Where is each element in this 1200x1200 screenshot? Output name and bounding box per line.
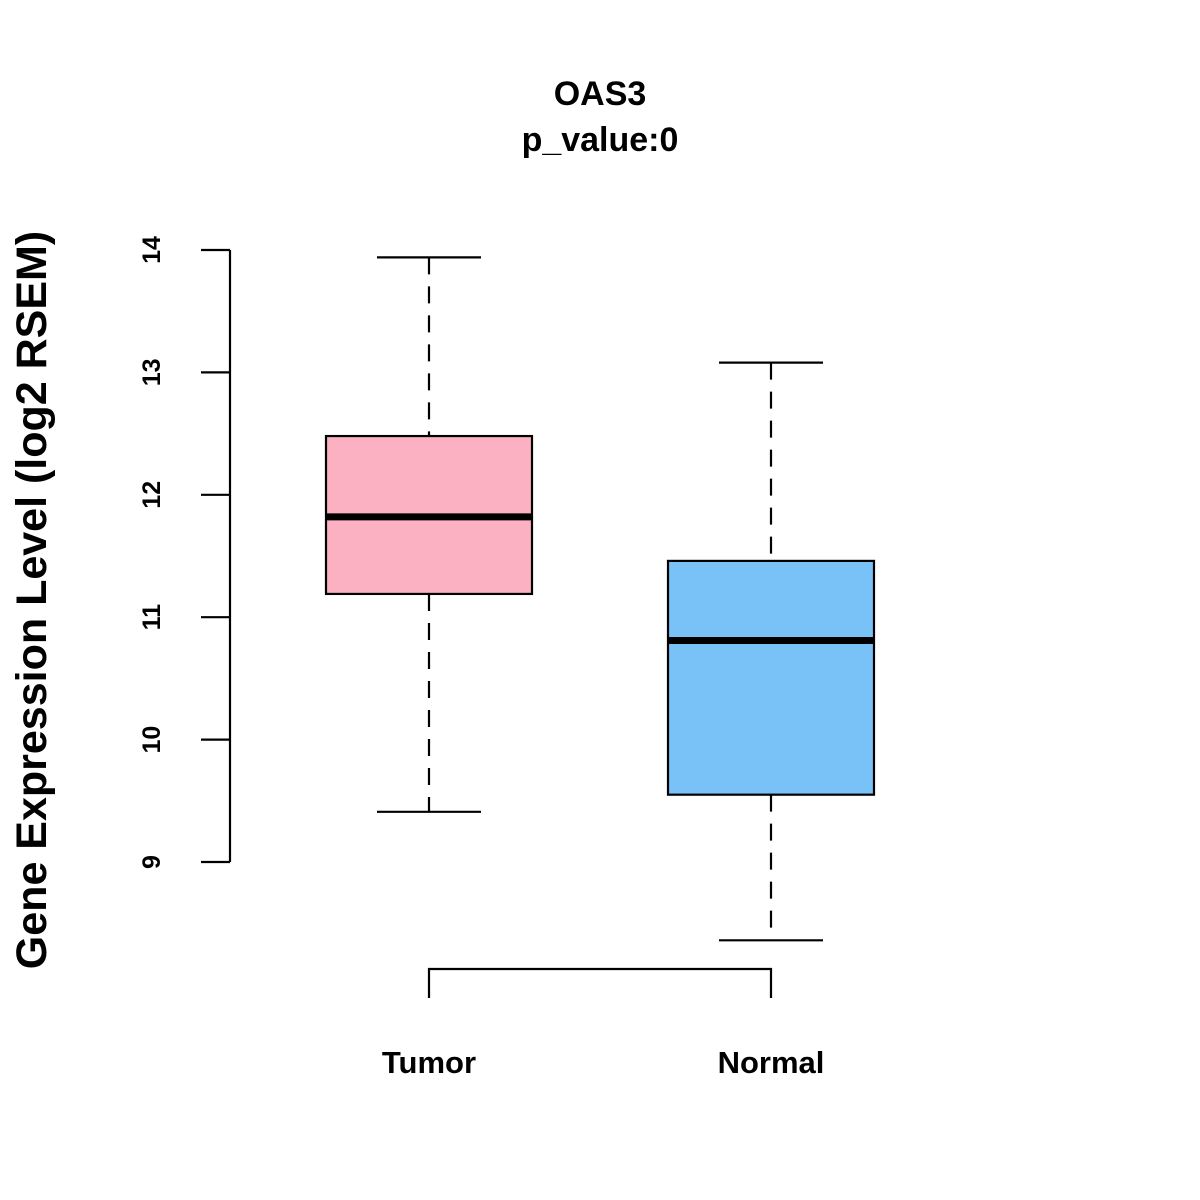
y-tick-label: 11	[138, 604, 166, 631]
y-tick-label: 14	[138, 236, 166, 264]
normal-box	[666, 559, 876, 796]
y-tick-label: 13	[138, 358, 166, 386]
chart-subtitle: p_value:0	[522, 121, 679, 159]
tumor-category-label: Tumor	[382, 1045, 476, 1080]
plot-area: 9 10 11 12 13 14 Tumor Normal	[138, 236, 876, 1080]
chart-title: OAS3	[554, 75, 647, 113]
y-tick-label: 12	[138, 481, 166, 509]
normal-category-label: Normal	[718, 1045, 825, 1080]
comparison-bracket	[427, 967, 773, 998]
y-tick-label: 9	[138, 855, 166, 869]
y-tick-label: 10	[138, 726, 166, 754]
y-axis-label: Gene Expression Level (log2 RSEM)	[8, 231, 56, 969]
